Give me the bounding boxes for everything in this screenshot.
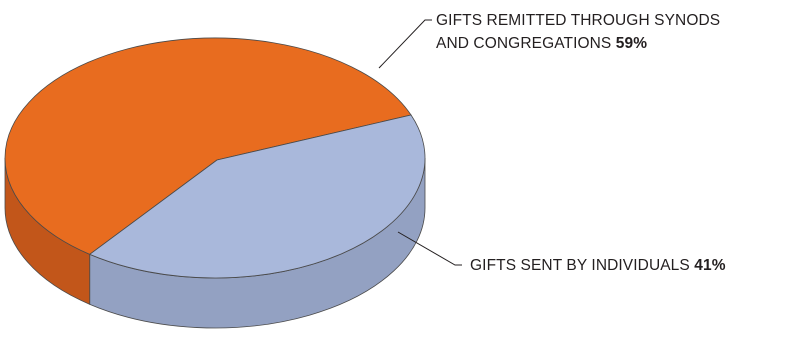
slice-labels: GIFTS REMITTED THROUGH SYNODS AND CONGREG…	[436, 12, 726, 274]
slice-individuals	[88, 114, 426, 279]
label-individuals-percent: 41%	[694, 257, 725, 274]
label-remitted: GIFTS REMITTED THROUGH SYNODS AND CONGREG…	[436, 12, 720, 52]
label-remitted-percent: 59%	[616, 35, 647, 52]
leader-lines	[378, 19, 462, 266]
pie-slices	[4, 37, 426, 279]
label-individuals-line: GIFTS SENT BY INDIVIDUALS	[470, 257, 694, 274]
leader-line-remitted	[378, 19, 432, 69]
label-individuals: GIFTS SENT BY INDIVIDUALS 41%	[470, 257, 726, 274]
label-remitted-line: GIFTS REMITTED THROUGH SYNODS	[436, 12, 720, 29]
slice-remitted	[4, 37, 412, 255]
leader-line-individuals	[397, 231, 462, 266]
label-remitted-line: AND CONGREGATIONS	[436, 35, 616, 52]
